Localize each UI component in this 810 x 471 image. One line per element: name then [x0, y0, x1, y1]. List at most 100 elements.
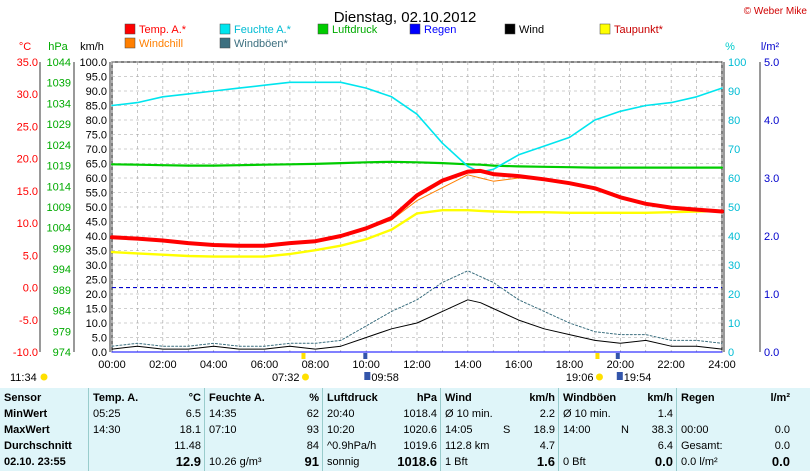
humidity-header: Feuchte A. — [209, 392, 265, 404]
wind-header: Wind — [445, 392, 472, 404]
x-tick-label: 12:00 — [403, 359, 431, 371]
temp-tick-label: 5.0 — [23, 250, 38, 262]
legend-swatch — [599, 23, 611, 35]
pressure-tick-label: 1014 — [47, 181, 71, 193]
stats-col-sensor: Sensor MinWert MaxWert Durchschnitt 02.1… — [0, 388, 88, 471]
humidity-max-time: 07:10 — [209, 424, 237, 436]
moonrise-time: 09:58 — [371, 372, 399, 384]
x-tick-label: 04:00 — [200, 359, 228, 371]
wind-tick-label: 10.0 — [86, 318, 107, 330]
sunset-marker — [595, 353, 600, 359]
legend-swatch — [124, 37, 136, 49]
temp-tick-label: 30.0 — [17, 89, 38, 101]
stats-col-pressure: Luftdruck hPa 20:40 1018.4 10:20 1020.6 ^0.… — [322, 388, 441, 471]
chart-axes: 35.0 30.0 25.0 20.0 15.0 10.0 5.0 0.0 -5.0 -10.0 1… — [13, 57, 779, 371]
wind-tick-label: 40.0 — [86, 231, 107, 243]
stats-col-rain: Regen l/m² 00:00 0.0 Gesamt: 0.0 0.0 l/m² 0.… — [676, 388, 794, 471]
humidity-max: 93 — [306, 424, 319, 436]
sun-icon — [595, 373, 603, 381]
pressure-tick-label: 1004 — [47, 223, 71, 235]
stats-label-min: MinWert — [4, 408, 48, 420]
pressure-tick-label: 994 — [53, 264, 71, 276]
x-tick-label: 06:00 — [251, 359, 279, 371]
sun-moon-events: 07:32 19:06 09:58 19:54 11:34 — [10, 353, 651, 384]
rain-tick-label: 4.0 — [764, 115, 779, 127]
legend-label: Wind — [519, 24, 544, 36]
wind-tick-label: 60.0 — [86, 173, 107, 185]
humidity-tick-label: 0 — [728, 347, 734, 359]
x-tick-label: 22:00 — [657, 359, 685, 371]
gust-current: 0.0 — [654, 454, 673, 469]
legend-swatch — [504, 23, 516, 35]
x-tick-label: 14:00 — [454, 359, 482, 371]
wind-tick-label: 65.0 — [86, 159, 107, 171]
stats-col-wind: Wind km/h Ø 10 min. 2.2 14:05 S 18.9 112.8 k… — [440, 388, 559, 471]
pressure-tick-label: 989 — [53, 285, 71, 297]
temp-max-time: 14:30 — [93, 424, 121, 436]
legend-label: Windböen* — [234, 38, 289, 50]
temp-tick-label: -10.0 — [13, 347, 38, 359]
gust-header: Windböen — [563, 392, 617, 404]
pressure-trend: ^0.9hPa/h — [327, 440, 377, 452]
rain-tick-label: 3.0 — [764, 173, 779, 185]
temp-avg: 11.48 — [174, 440, 201, 452]
wind-tick-label: 35.0 — [86, 246, 107, 258]
series-line — [111, 299, 723, 350]
wind-tick-label: 0.0 — [92, 347, 107, 359]
legend-swatch — [124, 23, 136, 35]
x-tick-label: 20:00 — [607, 359, 635, 371]
wind-max-time: 14:05 — [445, 424, 473, 436]
rain-max: 0.0 — [774, 424, 790, 436]
wind-tick-label: 90.0 — [86, 86, 107, 98]
stats-label-avg: Durchschnitt — [4, 440, 72, 452]
moonset-time: 19:54 — [624, 372, 652, 384]
series-line — [110, 168, 724, 248]
humidity-tick-label: 30 — [728, 260, 740, 272]
wind-bft: 1 Bft — [445, 456, 468, 468]
sun-icon — [301, 373, 309, 381]
x-tick-label: 02:00 — [149, 359, 177, 371]
x-tick-label: 00:00 — [98, 359, 126, 371]
axis-units: °C hPa km/h % l/m² — [19, 41, 780, 53]
unit-wind: km/h — [80, 41, 104, 53]
stats-header-sensor: Sensor — [4, 392, 42, 404]
wind-tick-label: 25.0 — [86, 275, 107, 287]
pressure-max-time: 10:20 — [327, 424, 355, 436]
gust-unit: km/h — [647, 392, 673, 404]
legend-swatch — [409, 23, 421, 35]
pressure-tick-label: 1019 — [47, 161, 71, 173]
moonset-marker — [615, 353, 620, 359]
pressure-tick-label: 1024 — [47, 140, 71, 152]
gust-min: 1.4 — [657, 408, 673, 420]
legend-label: Temp. A.* — [139, 24, 187, 36]
wind-tick-label: 50.0 — [86, 202, 107, 214]
pressure-max: 1020.6 — [403, 424, 437, 436]
gust-avg: 6.4 — [657, 440, 673, 452]
x-tick-label: 16:00 — [505, 359, 533, 371]
wind-tick-label: 100.0 — [79, 57, 107, 69]
temp-header: Temp. A. — [93, 392, 139, 404]
stats-table: Sensor MinWert MaxWert Durchschnitt 02.1… — [0, 388, 810, 471]
temp-current: 12.9 — [175, 454, 201, 469]
unit-humidity: % — [725, 41, 735, 53]
temp-tick-label: 35.0 — [17, 57, 38, 69]
chart-title: Dienstag, 02.10.2012 — [334, 9, 477, 26]
temp-tick-label: -5.0 — [19, 315, 38, 327]
weather-chart: Dienstag, 02.10.2012 © Weber Mike Temp. … — [10, 6, 807, 384]
legend-label: Feuchte A.* — [234, 24, 292, 36]
gust-max-time: 14:00 — [563, 424, 591, 436]
gust-max-dir: N — [621, 424, 629, 436]
wind-min: 2.2 — [539, 408, 555, 420]
series-line — [111, 81, 723, 173]
humidity-tick-label: 90 — [728, 86, 740, 98]
temp-tick-label: 10.0 — [17, 218, 38, 230]
legend-label: Windchill — [139, 38, 183, 50]
temp-tick-label: 15.0 — [17, 186, 38, 198]
rain-current-text: 0.0 l/m² — [681, 456, 718, 468]
legend-swatch — [219, 37, 231, 49]
wind-tick-label: 20.0 — [86, 289, 107, 301]
humidity-tick-label: 80 — [728, 115, 740, 127]
wind-max-dir: S — [503, 424, 511, 436]
pressure-tick-label: 984 — [53, 306, 71, 318]
pressure-tick-label: 1044 — [47, 57, 71, 69]
